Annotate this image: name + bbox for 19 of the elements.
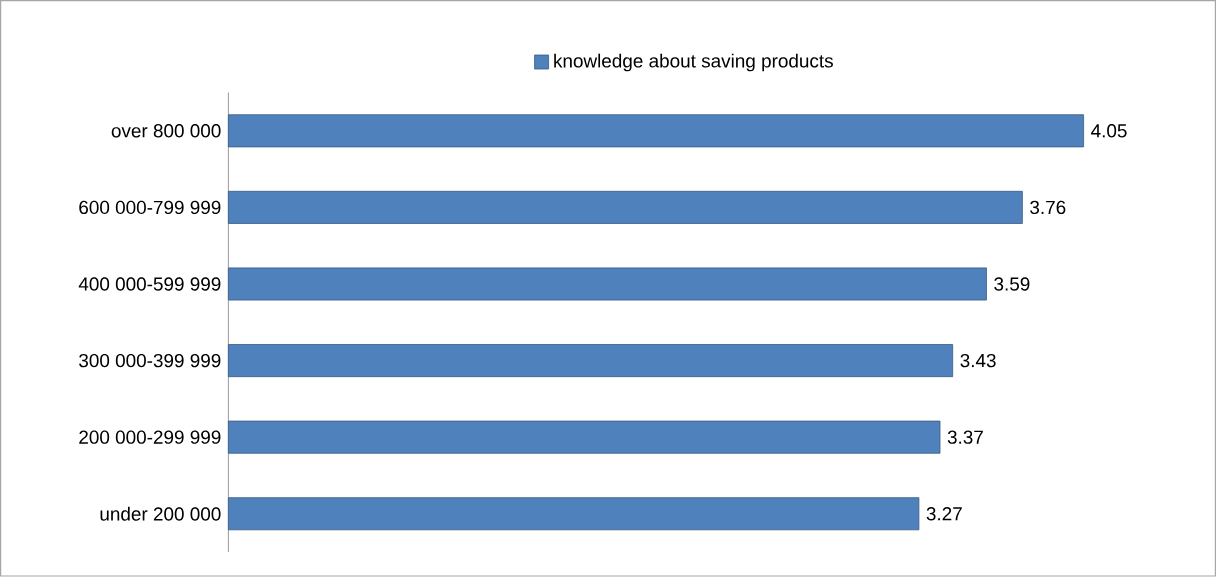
data-label: 3.76: [1030, 200, 1066, 215]
y-tick-label: 300 000-399 999: [79, 354, 221, 368]
data-label: 3.37: [947, 430, 983, 445]
y-tick-label: 400 000-599 999: [78, 277, 221, 291]
data-label: 3.43: [960, 354, 996, 368]
legend-label: knowledge about saving products: [554, 53, 833, 72]
bar: [227, 420, 941, 454]
bar: [227, 191, 1023, 225]
bar: [227, 267, 987, 301]
y-tick-label: 200 000-299 999: [79, 430, 221, 445]
data-label: 4.05: [1091, 124, 1127, 138]
y-tick-label: under 200 000: [100, 507, 221, 521]
data-label: 3.27: [926, 507, 962, 521]
y-tick-label: 600 000-799 999: [79, 200, 221, 215]
bar: [227, 497, 920, 531]
bar: [227, 114, 1085, 148]
bar: [227, 344, 954, 378]
y-tick-label: over 800 000: [111, 124, 221, 138]
data-label: 3.59: [994, 277, 1030, 291]
